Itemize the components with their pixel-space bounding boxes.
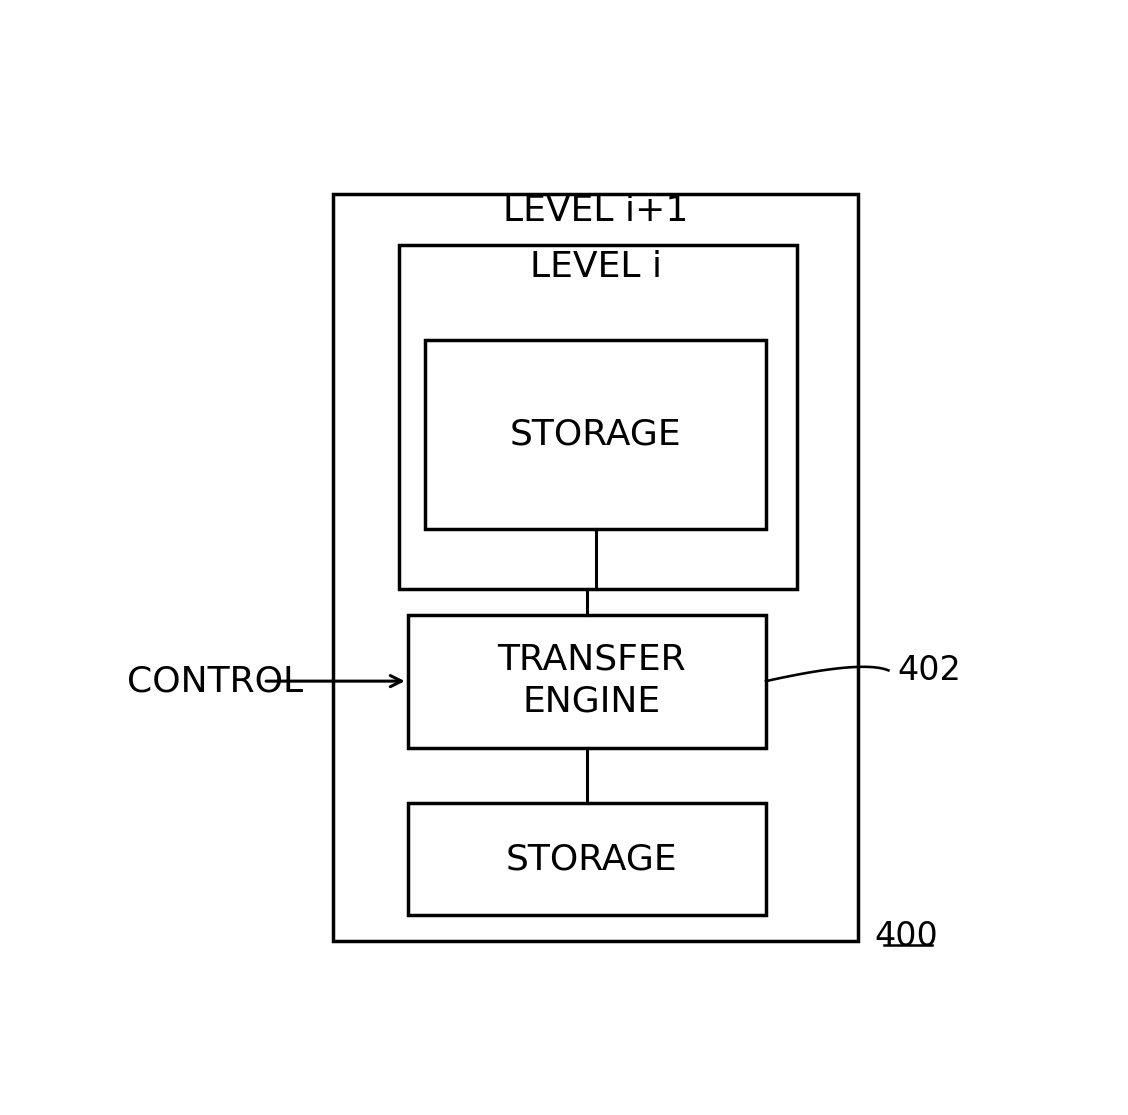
Bar (407, 804, 766, 915)
Text: STORAGE: STORAGE (510, 417, 681, 452)
Text: STORAGE: STORAGE (505, 842, 677, 876)
Bar (334, 194, 858, 941)
Bar (399, 245, 796, 589)
Bar (425, 340, 766, 529)
Text: 400: 400 (874, 920, 937, 953)
Text: CONTROL: CONTROL (127, 665, 303, 699)
Text: TRANSFER
ENGINE: TRANSFER ENGINE (497, 642, 686, 719)
Bar (407, 614, 766, 748)
Text: LEVEL i: LEVEL i (529, 250, 662, 284)
Text: 402: 402 (897, 653, 961, 687)
Text: LEVEL i+1: LEVEL i+1 (503, 194, 688, 229)
